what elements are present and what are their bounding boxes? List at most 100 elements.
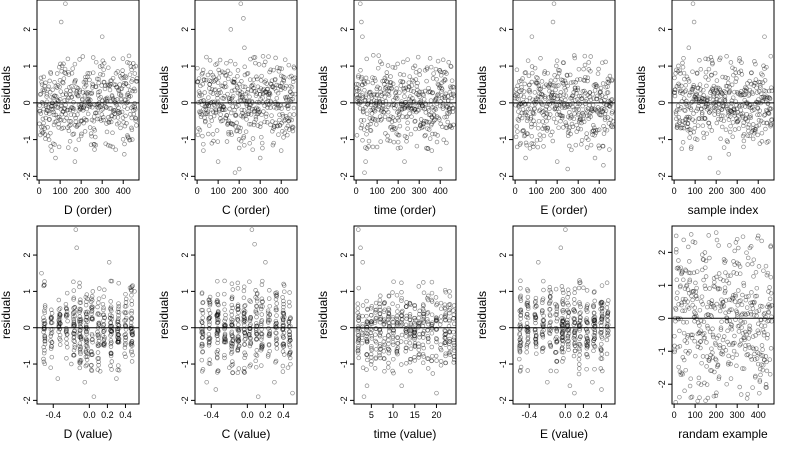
- data-point: [100, 58, 106, 63]
- data-point: [673, 307, 679, 312]
- data-point: [222, 84, 227, 90]
- data-point: [259, 140, 265, 146]
- data-point: [55, 376, 61, 381]
- data-point: [718, 136, 723, 142]
- data-point: [524, 109, 529, 115]
- data-point: [91, 394, 97, 399]
- data-point: [731, 348, 737, 354]
- data-point: [86, 99, 92, 104]
- data-point: [437, 117, 442, 122]
- data-point: [82, 100, 88, 106]
- data-point: [687, 90, 693, 95]
- data-point: [282, 102, 287, 107]
- data-point: [725, 328, 730, 334]
- data-point: [690, 85, 696, 90]
- data-point: [426, 85, 431, 91]
- x-tick-label: 0: [37, 186, 42, 196]
- data-point: [62, 107, 68, 112]
- data-point: [358, 1, 363, 6]
- data-point: [395, 115, 400, 121]
- data-point: [559, 97, 564, 102]
- data-point: [388, 114, 394, 119]
- data-point: [553, 120, 559, 125]
- data-point: [215, 292, 221, 297]
- data-point: [730, 120, 736, 125]
- data-point: [248, 112, 254, 117]
- data-point: [584, 135, 589, 140]
- data-point: [203, 118, 208, 124]
- data-point: [405, 120, 410, 126]
- data-point: [573, 98, 578, 103]
- data-point: [69, 94, 75, 100]
- data-point: [692, 125, 698, 131]
- data-point: [599, 283, 605, 288]
- data-point: [689, 89, 695, 95]
- data-point: [73, 77, 78, 83]
- data-point: [381, 104, 386, 109]
- data-point: [289, 117, 295, 123]
- y-axis-title: residuals: [157, 66, 171, 114]
- data-point: [687, 383, 693, 389]
- data-point: [213, 78, 218, 83]
- y-tick-label: -1: [657, 347, 667, 355]
- data-point: [416, 108, 421, 113]
- data-point: [540, 119, 546, 124]
- data-point: [526, 102, 531, 107]
- data-point: [432, 118, 437, 123]
- data-point: [525, 115, 531, 121]
- data-point: [270, 142, 276, 148]
- data-point: [588, 97, 594, 102]
- data-point: [114, 121, 120, 127]
- data-point: [284, 94, 290, 100]
- data-point: [388, 80, 394, 85]
- data-point: [356, 87, 362, 92]
- data-point: [398, 339, 404, 344]
- data-point: [447, 345, 452, 350]
- data-point: [266, 92, 271, 97]
- data-point: [361, 394, 367, 399]
- data-point: [250, 107, 255, 112]
- data-point: [740, 292, 745, 298]
- data-point: [253, 93, 259, 98]
- data-point: [516, 118, 522, 123]
- data-point: [114, 101, 119, 106]
- data-point: [96, 80, 101, 86]
- data-point: [72, 122, 78, 128]
- data-point: [578, 115, 583, 121]
- data-point: [105, 95, 110, 101]
- data-point: [83, 78, 88, 83]
- data-point: [392, 118, 398, 123]
- data-point: [63, 71, 68, 76]
- data-point: [517, 89, 522, 94]
- data-point: [41, 356, 46, 362]
- data-point: [253, 117, 259, 122]
- data-point: [446, 111, 451, 116]
- data-point: [104, 98, 110, 104]
- data-point: [595, 128, 600, 133]
- data-point: [214, 100, 220, 106]
- data-point: [231, 79, 237, 85]
- data-point: [272, 100, 278, 105]
- data-point: [43, 104, 49, 109]
- data-point: [359, 123, 365, 128]
- data-point: [402, 105, 408, 111]
- data-point: [259, 363, 264, 368]
- data-point: [264, 111, 269, 117]
- data-point: [753, 270, 759, 275]
- data-point: [54, 118, 59, 124]
- data-point: [254, 105, 259, 111]
- data-point: [581, 66, 586, 72]
- data-point: [58, 19, 64, 25]
- data-point: [551, 95, 556, 100]
- data-point: [378, 293, 383, 299]
- data-point: [538, 94, 544, 100]
- data-point: [122, 123, 128, 129]
- data-point: [223, 312, 228, 318]
- data-point: [714, 301, 720, 307]
- x-axis-title: C (value): [222, 427, 271, 441]
- data-point: [201, 141, 206, 147]
- data-point: [288, 97, 294, 102]
- data-point: [195, 79, 200, 85]
- data-point: [385, 91, 391, 97]
- data-point: [551, 1, 557, 6]
